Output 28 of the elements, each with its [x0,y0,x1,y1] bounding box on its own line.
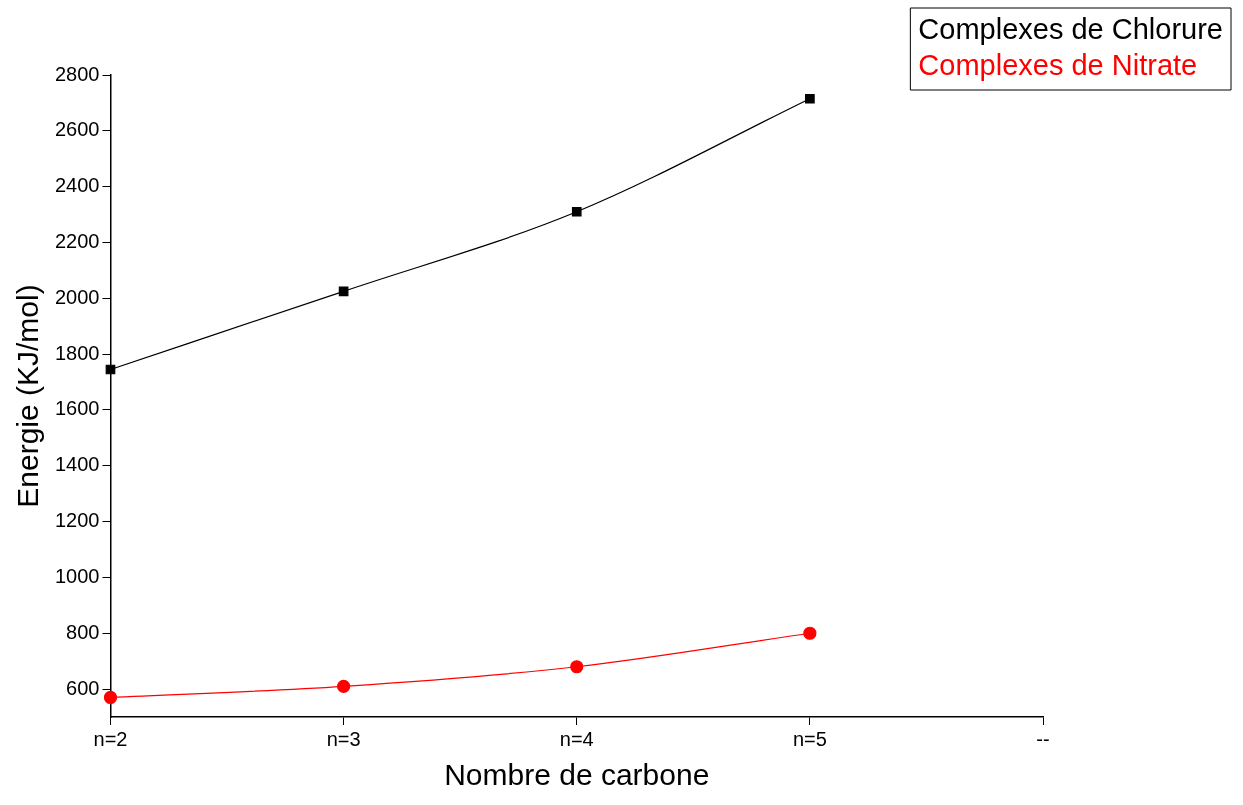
point [571,206,582,217]
y-tick-label: 2000 [54,285,100,308]
y-tick-label: 2200 [54,229,100,252]
y-tick-label: 800 [66,620,100,643]
x-axis-title: Nombre de carbone [444,758,710,792]
point [803,626,817,640]
y-tick-label: 2600 [54,118,100,141]
y-tick-label: 1400 [54,453,100,476]
point [337,679,351,693]
y-axis-title: Energie (KJ/mol) [11,284,45,508]
text: Complexes de Nitrate [918,49,1198,81]
x-tick-label: -- [1036,727,1050,750]
x-tick-label: n=4 [559,727,594,750]
point [805,93,815,104]
y-tick-label: 600 [66,676,100,699]
y-tick-label: 1000 [54,564,100,587]
point [338,286,349,297]
text: Complexes de Chlorure [918,13,1224,45]
point [570,660,584,674]
x-tick-label: n=3 [326,727,361,750]
point [103,690,118,705]
y-tick-label: 2400 [54,174,100,197]
x-tick-label: n=2 [93,727,128,750]
y-tick-label: 1800 [54,341,100,364]
y-tick-label: 1200 [54,509,100,532]
x-tick-label: n=5 [792,727,827,750]
y-tick-label: 1600 [54,397,100,420]
y-tick-label: 2800 [54,62,100,85]
